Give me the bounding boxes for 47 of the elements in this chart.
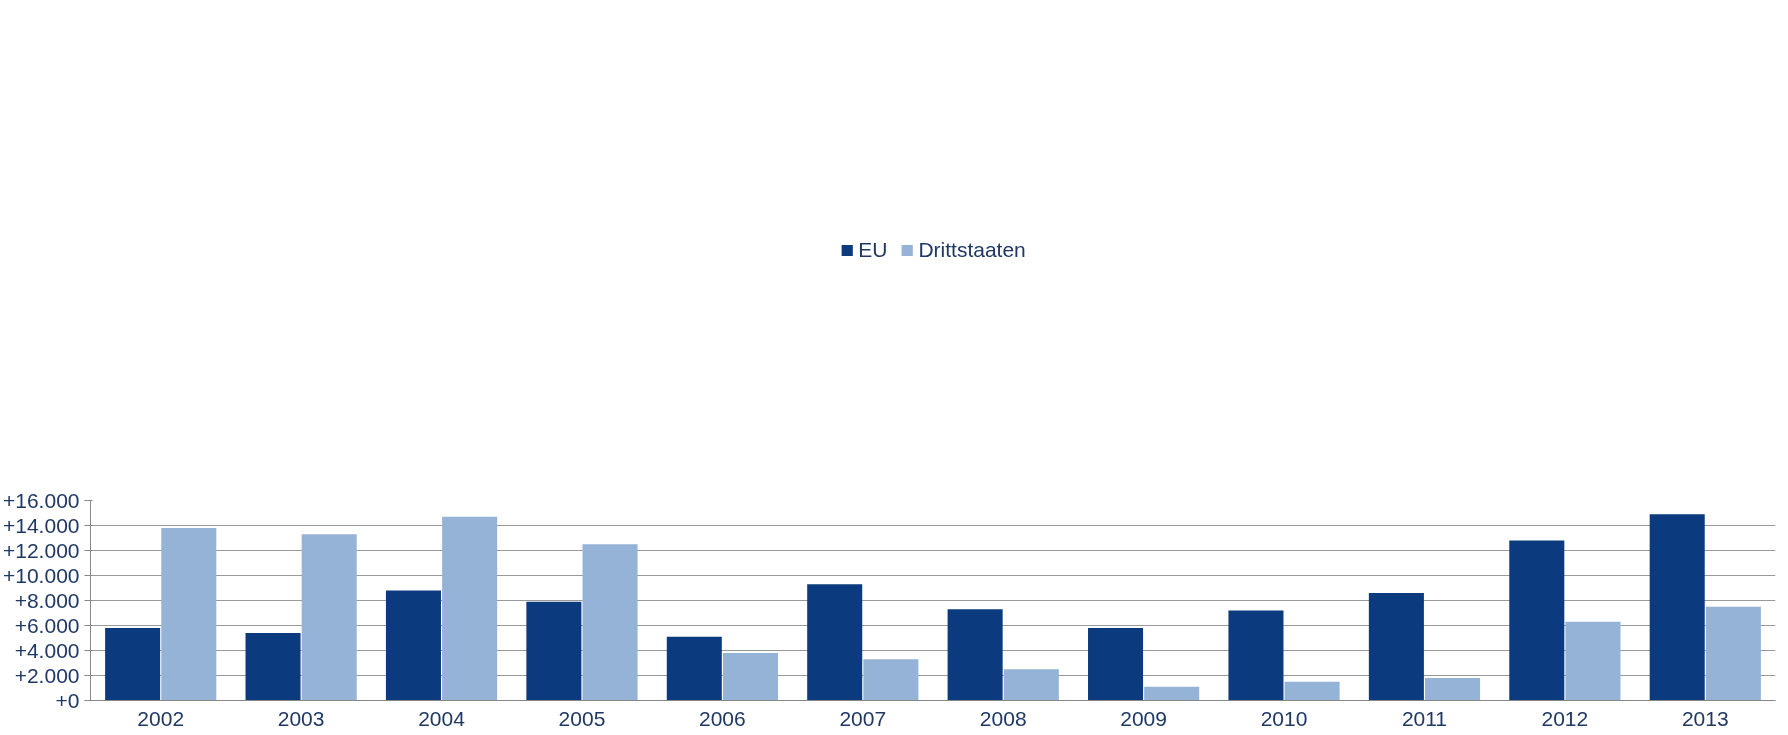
bar	[722, 653, 778, 701]
y-tick-label: +12.000	[3, 538, 80, 562]
legend-label: EU	[858, 238, 888, 262]
y-tick-label: +0	[55, 688, 80, 712]
bar	[1368, 593, 1424, 701]
x-tick-label: 2003	[277, 706, 325, 730]
y-tick-label: +6.000	[14, 613, 80, 637]
bar	[582, 544, 638, 701]
x-tick-label: 2011	[1401, 706, 1448, 730]
legend-label: Drittstaaten	[918, 238, 1026, 262]
bar	[301, 534, 357, 701]
bar	[1088, 628, 1144, 701]
bar	[1705, 606, 1761, 701]
bar	[526, 601, 582, 701]
bar	[1509, 540, 1565, 701]
x-tick-label: 2012	[1541, 706, 1589, 730]
y-tick-label: +8.000	[14, 588, 80, 612]
bar	[385, 590, 441, 701]
bar	[1003, 669, 1059, 701]
y-tick-label: +14.000	[3, 513, 80, 537]
x-tick-label: 2002	[137, 706, 185, 730]
x-tick-label: 2005	[558, 706, 606, 730]
bar	[947, 609, 1003, 701]
y-tick-label: +16.000	[3, 488, 80, 512]
bar	[245, 633, 301, 701]
x-tick-label: 2009	[1120, 706, 1167, 730]
bar	[442, 516, 498, 701]
y-tick-label: +2.000	[14, 663, 80, 687]
x-tick-label: 2006	[699, 706, 746, 730]
bar	[666, 636, 722, 701]
bar	[161, 528, 217, 701]
x-tick-label: 2010	[1260, 706, 1308, 730]
y-tick-label: +10.000	[3, 563, 80, 587]
bar	[863, 659, 919, 701]
bar	[1425, 678, 1481, 701]
x-tick-label: 2013	[1681, 706, 1729, 730]
y-tick-label: +4.000	[14, 638, 80, 662]
x-tick-label: 2004	[418, 706, 466, 730]
bar	[1565, 621, 1621, 701]
bar	[1228, 610, 1284, 701]
bar	[1144, 686, 1200, 701]
bar	[807, 584, 863, 701]
bar	[105, 628, 161, 701]
bar	[1284, 681, 1340, 701]
bar	[1649, 514, 1705, 701]
x-tick-label: 2008	[979, 706, 1027, 730]
x-tick-label: 2007	[839, 706, 887, 730]
